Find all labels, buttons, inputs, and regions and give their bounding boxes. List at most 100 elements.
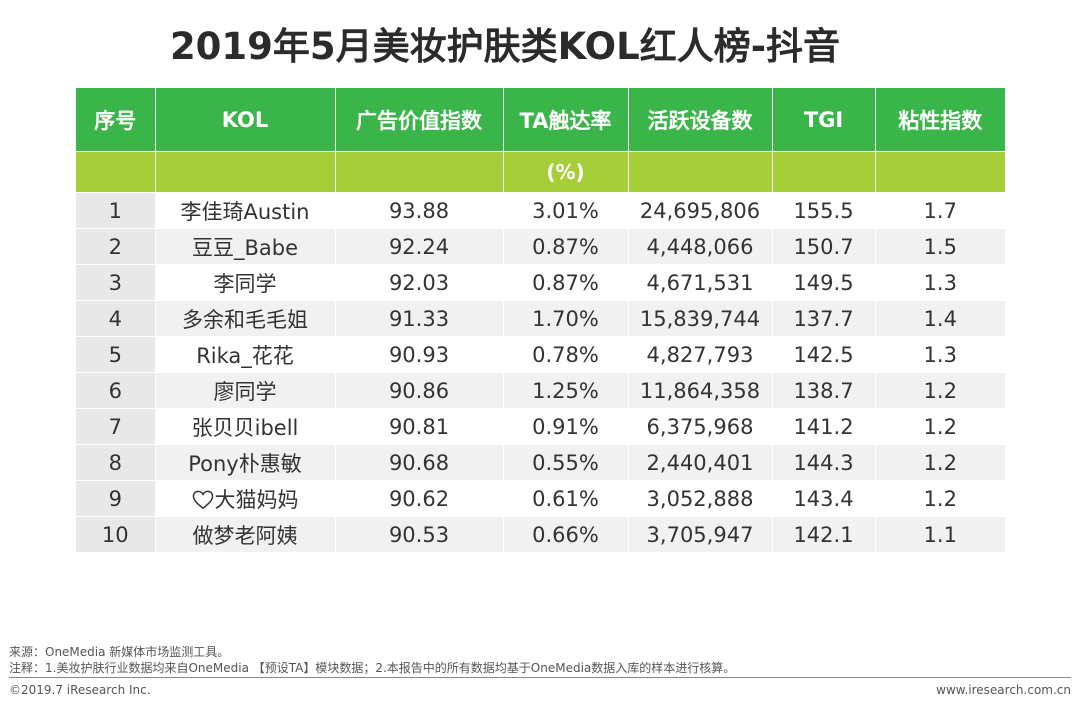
header-ta-reach: TA触达率	[503, 88, 629, 152]
cell-ad-value: 90.68	[335, 444, 504, 481]
header-stickiness: 粘性指数	[875, 88, 1005, 152]
cell-stickiness: 1.2	[875, 480, 1005, 517]
subheader-rank	[76, 151, 156, 193]
cell-ta-reach: 0.87%	[503, 228, 629, 265]
cell-tgi: 137.7	[772, 300, 876, 337]
cell-kol: 多余和毛毛姐	[155, 300, 336, 337]
cell-ta-reach: 1.70%	[503, 300, 629, 337]
cell-ad-value: 90.62	[335, 480, 504, 517]
table-row: 4 多余和毛毛姐 91.33 1.70% 15,839,744 137.7 1.…	[76, 300, 1005, 337]
cell-ad-value: 92.03	[335, 264, 504, 301]
header-tgi: TGI	[772, 88, 876, 152]
cell-stickiness: 1.4	[875, 300, 1005, 337]
cell-tgi: 142.1	[772, 516, 876, 552]
cell-kol: 张贝贝ibell	[155, 408, 336, 445]
header-devices: 活跃设备数	[628, 88, 773, 152]
cell-stickiness: 1.3	[875, 336, 1005, 373]
cell-devices: 6,375,968	[628, 408, 773, 445]
cell-stickiness: 1.2	[875, 372, 1005, 409]
kol-ranking-table: 序号 KOL 广告价值指数 TA触达率 活跃设备数 TGI 粘性指数 (%) 1	[76, 88, 1005, 552]
table-row: 5 Rika_花花 90.93 0.78% 4,827,793 142.5 1.…	[76, 336, 1005, 373]
table-row: 3 李同学 92.03 0.87% 4,671,531 149.5 1.3	[76, 264, 1005, 301]
cell-devices: 3,705,947	[628, 516, 773, 552]
copyright-text: ©2019.7 iResearch Inc.	[9, 683, 151, 697]
cell-stickiness: 1.7	[875, 192, 1005, 229]
subheader-devices	[628, 151, 773, 193]
cell-ta-reach: 0.55%	[503, 444, 629, 481]
cell-kol-name: 大猫妈妈	[214, 487, 299, 512]
cell-rank: 5	[76, 336, 156, 373]
cell-tgi: 149.5	[772, 264, 876, 301]
table-row: 7 张贝贝ibell 90.81 0.91% 6,375,968 141.2 1…	[76, 408, 1005, 445]
cell-stickiness: 1.2	[875, 408, 1005, 445]
cell-tgi: 144.3	[772, 444, 876, 481]
cell-ta-reach: 0.78%	[503, 336, 629, 373]
subheader-kol	[155, 151, 336, 193]
cell-ta-reach: 1.25%	[503, 372, 629, 409]
header-rank: 序号	[76, 88, 156, 152]
table-row: 9 大猫妈妈 90.62 0.61% 3,052,888 143.4 1.2	[76, 480, 1005, 517]
table-row: 8 Pony朴惠敏 90.68 0.55% 2,440,401 144.3 1.…	[76, 444, 1005, 481]
website-link[interactable]: www.iresearch.com.cn	[936, 683, 1071, 697]
cell-ad-value: 90.86	[335, 372, 504, 409]
cell-ta-reach: 3.01%	[503, 192, 629, 229]
table-row: 6 廖同学 90.86 1.25% 11,864,358 138.7 1.2	[76, 372, 1005, 409]
cell-stickiness: 1.1	[875, 516, 1005, 552]
cell-stickiness: 1.5	[875, 228, 1005, 265]
subheader-stickiness	[875, 151, 1005, 193]
table-header-row: 序号 KOL 广告价值指数 TA触达率 活跃设备数 TGI 粘性指数	[76, 88, 1005, 152]
cell-rank: 1	[76, 192, 156, 229]
cell-devices: 4,827,793	[628, 336, 773, 373]
table-row: 2 豆豆_Babe 92.24 0.87% 4,448,066 150.7 1.…	[76, 228, 1005, 265]
cell-rank: 9	[76, 480, 156, 517]
cell-ta-reach: 0.91%	[503, 408, 629, 445]
header-ad-value: 广告价值指数	[335, 88, 504, 152]
cell-rank: 2	[76, 228, 156, 265]
cell-kol: 大猫妈妈	[155, 480, 336, 517]
cell-ad-value: 93.88	[335, 192, 504, 229]
cell-rank: 10	[76, 516, 156, 552]
cell-rank: 7	[76, 408, 156, 445]
cell-rank: 3	[76, 264, 156, 301]
cell-rank: 6	[76, 372, 156, 409]
cell-ad-value: 90.53	[335, 516, 504, 552]
table-subheader-row: (%)	[76, 151, 1005, 193]
cell-tgi: 138.7	[772, 372, 876, 409]
cell-kol: 李佳琦Austin	[155, 192, 336, 229]
table-row: 1 李佳琦Austin 93.88 3.01% 24,695,806 155.5…	[76, 192, 1005, 229]
cell-ta-reach: 0.61%	[503, 480, 629, 517]
cell-ta-reach: 0.87%	[503, 264, 629, 301]
cell-devices: 4,671,531	[628, 264, 773, 301]
cell-devices: 2,440,401	[628, 444, 773, 481]
annotation-note: 注释：1.美妆护肤行业数据均来自OneMedia 【预设TA】模块数据；2.本报…	[9, 661, 736, 675]
subheader-ad-value	[335, 151, 504, 193]
cell-ad-value: 91.33	[335, 300, 504, 337]
cell-tgi: 143.4	[772, 480, 876, 517]
cell-ad-value: 92.24	[335, 228, 504, 265]
cell-kol: 廖同学	[155, 372, 336, 409]
cell-rank: 4	[76, 300, 156, 337]
cell-stickiness: 1.2	[875, 444, 1005, 481]
cell-devices: 4,448,066	[628, 228, 773, 265]
source-note: 来源：OneMedia 新媒体市场监测工具。	[9, 645, 230, 659]
cell-kol: Rika_花花	[155, 336, 336, 373]
cell-devices: 11,864,358	[628, 372, 773, 409]
cell-ad-value: 90.81	[335, 408, 504, 445]
cell-ta-reach: 0.66%	[503, 516, 629, 552]
subheader-ta-reach-unit: (%)	[503, 151, 629, 193]
subheader-tgi	[772, 151, 876, 193]
cell-tgi: 142.5	[772, 336, 876, 373]
page-title: 2019年5月美妆护肤类KOL红人榜-抖音	[169, 25, 841, 68]
cell-tgi: 141.2	[772, 408, 876, 445]
cell-rank: 8	[76, 444, 156, 481]
cell-kol: Pony朴惠敏	[155, 444, 336, 481]
cell-devices: 3,052,888	[628, 480, 773, 517]
cell-stickiness: 1.3	[875, 264, 1005, 301]
footer-divider	[9, 677, 1071, 678]
cell-tgi: 150.7	[772, 228, 876, 265]
heart-icon	[192, 490, 213, 509]
cell-ad-value: 90.93	[335, 336, 504, 373]
cell-kol: 豆豆_Babe	[155, 228, 336, 265]
cell-kol: 做梦老阿姨	[155, 516, 336, 552]
